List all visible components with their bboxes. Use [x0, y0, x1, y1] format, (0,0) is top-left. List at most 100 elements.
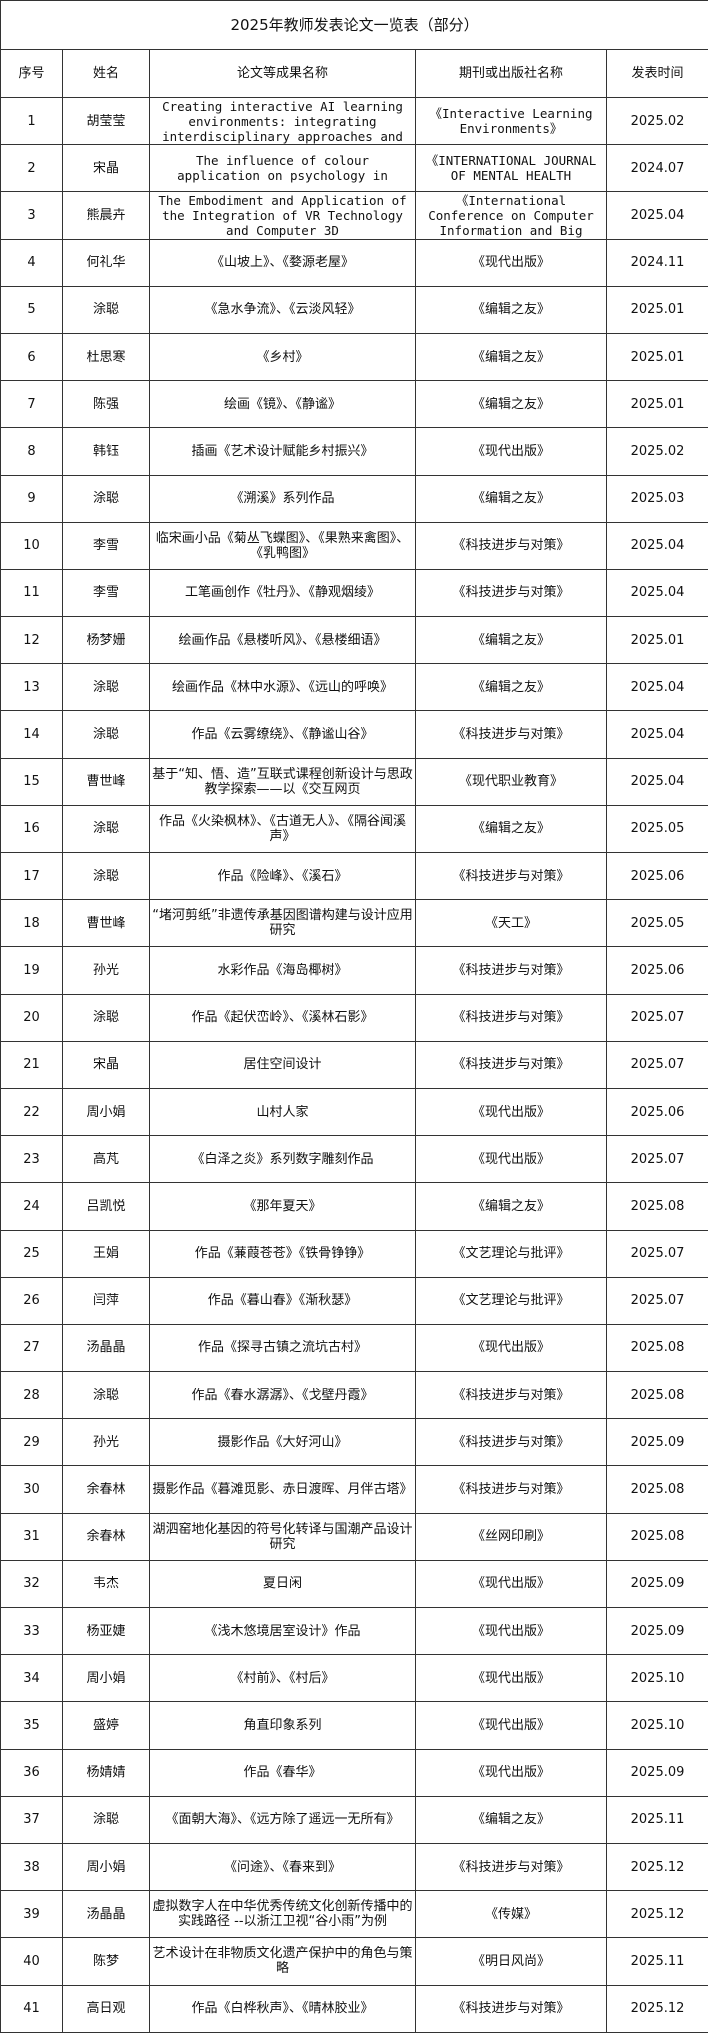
- cell-text: 高芃: [92, 1151, 119, 1167]
- cell-text: 2025.04: [630, 727, 685, 743]
- table-cell: 38: [0, 1842, 63, 1892]
- cell-text: The Embodiment and Application of the In…: [158, 192, 407, 238]
- table-cell: 2025.02: [605, 427, 708, 476]
- table-row: 29 孙光 摄影作品《大好河山》 《科技进步与对策》 2025.09: [0, 1418, 708, 1467]
- table-cell: 2025.12: [605, 1842, 708, 1892]
- cell-text: 2025.09: [630, 1623, 685, 1639]
- cell-text: 绘画作品《林中水源》、《远山的呼唤》: [171, 679, 393, 695]
- table-cell: 山村人家: [149, 1087, 416, 1137]
- cell-text: 《浅木悠境居室设计》作品: [204, 1623, 361, 1639]
- cell-text: 作品《探寻古镇之流坑古村》: [197, 1340, 367, 1356]
- cell-text: 28: [23, 1387, 40, 1403]
- table-cell: 《文艺理论与批评》: [415, 1276, 607, 1325]
- cell-text: 《编辑之友》: [471, 349, 550, 365]
- cell-text: 摄影作品《暮滩觅影、赤日渡晖、月伴古塔》: [152, 1482, 413, 1498]
- table-cell: 杨婧婧: [62, 1748, 150, 1797]
- table-cell: 2025.07: [605, 993, 708, 1042]
- cell-text: 艺术设计在非物质文化遗产保护中的角色与策略: [152, 1946, 413, 1977]
- table-cell: 2: [0, 144, 63, 193]
- header-cell: 论文等成果名称: [149, 49, 416, 98]
- cell-text: 《现代出版》: [471, 1765, 550, 1781]
- cell-text: 曹世峰: [86, 915, 126, 931]
- table-cell: 40: [0, 1937, 63, 1986]
- table-cell: 11: [0, 568, 63, 618]
- table-cell: 韦杰: [62, 1559, 150, 1609]
- table-cell: 《科技进步与对策》: [415, 568, 607, 618]
- cell-text: 《村前》、《村后》: [230, 1670, 335, 1686]
- table-cell: 基于“知、悟、造”互联式课程创新设计与思政教学探索——以《交互网页: [149, 757, 416, 806]
- cell-text: 作品《起伏峦岭》、《溪林石影》: [191, 1010, 374, 1026]
- table-cell: 《问途》、《春来到》: [149, 1842, 416, 1892]
- cell-text: 19: [23, 962, 40, 978]
- cell-text: 涂聪: [92, 821, 119, 837]
- cell-text: 临宋画小品《菊丛飞蝶图》、《果熟来禽图》、《乳鸭图》: [155, 530, 410, 561]
- table-row: 22 周小娟 山村人家 《现代出版》 2025.06: [0, 1087, 708, 1137]
- table-cell: 何礼华: [62, 238, 150, 287]
- cell-text: 2025.10: [630, 1670, 685, 1686]
- table-row: 14 涂聪 作品《云雾缭绕》、《静谧山谷》 《科技进步与对策》 2025.04: [0, 710, 708, 759]
- table-cell: 41: [0, 1984, 63, 2033]
- table-cell: 《编辑之友》: [415, 285, 607, 334]
- cell-text: 2025.07: [630, 1246, 685, 1262]
- table-cell: 2024.11: [605, 238, 708, 287]
- table-cell: 熊晨卉: [62, 191, 150, 240]
- cell-text: 《编辑之友》: [471, 396, 550, 412]
- table-cell: 2025.09: [605, 1748, 708, 1797]
- table-cell: 绘画《镜》、《静谧》: [149, 380, 416, 429]
- table-cell: 2025.08: [605, 1323, 708, 1373]
- cell-text: 2025.02: [630, 443, 685, 459]
- table-cell: 周小娟: [62, 1087, 150, 1137]
- table-cell: 陈强: [62, 380, 150, 429]
- table-cell: 4: [0, 238, 63, 287]
- cell-text: 《编辑之友》: [471, 821, 550, 837]
- cell-text: 2025.06: [630, 868, 685, 884]
- cell-text: 2025.01: [630, 396, 685, 412]
- table-cell: 2025.04: [605, 710, 708, 759]
- cell-text: 《面朝大海》、《远方除了遥远一无所有》: [165, 1812, 400, 1828]
- table-cell: 《山坡上》、《婺源老屋》: [149, 238, 416, 287]
- table-cell: 2025.07: [605, 1040, 708, 1089]
- table-row: 13 涂聪 绘画作品《林中水源》、《远山的呼唤》 《编辑之友》 2025.04: [0, 663, 708, 712]
- cell-text: 5: [27, 302, 36, 318]
- cell-text: 36: [23, 1765, 40, 1781]
- cell-text: 《现代出版》: [471, 1717, 550, 1733]
- table-cell: 《编辑之友》: [415, 474, 607, 523]
- table-cell: 涂聪: [62, 710, 150, 759]
- cell-text: 41: [23, 2001, 40, 2017]
- table-cell: 《International Conference on Computer In…: [415, 191, 607, 240]
- cell-text: 杨婧婧: [86, 1765, 126, 1781]
- cell-text: 《急水争流》、《云淡风轻》: [204, 302, 361, 318]
- table-row: 1 胡莹莹 Creating interactive AI learning env…: [0, 96, 708, 146]
- cell-text: 吕凯悦: [86, 1198, 126, 1214]
- table-cell: 2025.02: [605, 96, 708, 146]
- table-cell: Creating interactive AI learning environ…: [149, 96, 416, 146]
- table-cell: 24: [0, 1182, 63, 1231]
- cell-text: 韦杰: [92, 1576, 119, 1592]
- cell-text: 2025.09: [630, 1576, 685, 1592]
- cell-text: 《科技进步与对策》: [452, 2001, 570, 2017]
- table-cell: 作品《暮山春》《渐秋瑟》: [149, 1276, 416, 1325]
- table-cell: 22: [0, 1087, 63, 1137]
- cell-text: 24: [23, 1198, 40, 1214]
- cell-text: 《INTERNATIONAL JOURNAL OF MENTAL HEALTH: [425, 153, 597, 184]
- cell-text: 2025.06: [630, 962, 685, 978]
- table-cell: 《科技进步与对策》: [415, 710, 607, 759]
- table-cell: 涂聪: [62, 663, 150, 712]
- table-cell: 李雪: [62, 521, 150, 570]
- table-cell: 《科技进步与对策》: [415, 1040, 607, 1089]
- table-cell: 临宋画小品《菊丛飞蝶图》、《果熟来禽图》、《乳鸭图》: [149, 521, 416, 570]
- table-cell: 27: [0, 1323, 63, 1373]
- cell-text: 插画《艺术设计赋能乡村振兴》: [191, 443, 374, 459]
- table-cell: 《科技进步与对策》: [415, 1984, 607, 2033]
- cell-text: 2025.06: [630, 1104, 685, 1120]
- table-cell: 37: [0, 1795, 63, 1844]
- table-cell: 高日观: [62, 1984, 150, 2033]
- cell-text: 《现代出版》: [471, 255, 550, 271]
- cell-text: 2025.01: [630, 302, 685, 318]
- cell-text: 2025.08: [630, 1482, 685, 1498]
- cell-text: 《传媒》: [484, 1906, 537, 1922]
- cell-text: 37: [23, 1812, 40, 1828]
- table-cell: 2025.07: [605, 1135, 708, 1184]
- table-title: 2025年教师发表论文一览表（部分）: [0, 0, 708, 50]
- cell-text: 32: [23, 1576, 40, 1592]
